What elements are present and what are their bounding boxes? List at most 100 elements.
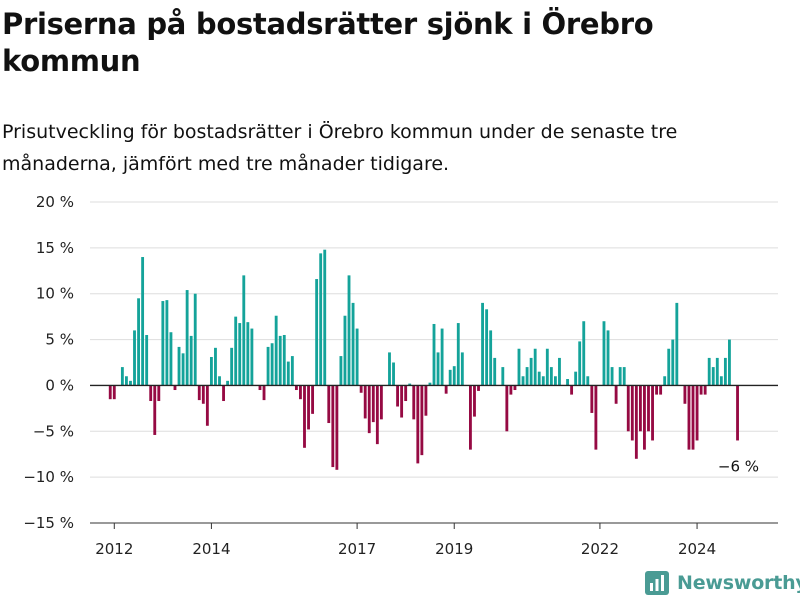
x-tick-label: 2014 [192, 540, 230, 558]
bar [282, 334, 286, 386]
bar [153, 385, 157, 435]
bar [618, 367, 622, 386]
bar [501, 367, 505, 386]
bar [234, 316, 238, 386]
bar [728, 339, 731, 386]
bar [638, 385, 642, 432]
bar [315, 279, 319, 386]
bar [250, 328, 254, 386]
bar [574, 371, 578, 386]
bar [343, 315, 347, 386]
bar [173, 385, 177, 391]
bar [242, 275, 246, 386]
bar [193, 293, 197, 386]
y-tick-label: 20 % [36, 193, 74, 211]
bar [736, 385, 739, 441]
bar [683, 385, 687, 404]
y-tick-label: 10 % [36, 285, 74, 303]
bar [541, 376, 545, 386]
bar [262, 385, 266, 401]
bar [473, 385, 476, 417]
bar [416, 385, 420, 464]
bar [299, 385, 302, 400]
bar [505, 385, 509, 432]
bar [286, 361, 290, 386]
bar [566, 379, 569, 386]
bar [428, 382, 432, 386]
bar [120, 367, 124, 386]
bar [270, 343, 274, 386]
bar [303, 385, 306, 448]
bar [400, 385, 404, 418]
bar [238, 323, 242, 386]
bar [610, 367, 614, 386]
bar [489, 330, 493, 386]
bar [634, 385, 638, 459]
bar [161, 301, 165, 386]
bar [424, 385, 428, 416]
bar [375, 385, 379, 445]
y-tick-label: −10 % [23, 468, 74, 486]
bar [185, 290, 189, 386]
chart-title: Priserna på bostadsrätter sjönk i Örebro… [2, 7, 654, 78]
bar [586, 376, 590, 386]
bar [545, 348, 549, 386]
bar [493, 357, 497, 386]
bar [456, 323, 460, 386]
bar [396, 385, 399, 407]
bar [331, 385, 335, 468]
bar [606, 330, 610, 386]
bar [230, 347, 234, 386]
bar [339, 356, 343, 386]
bar [590, 385, 594, 413]
bar [420, 385, 424, 456]
bar [643, 385, 646, 450]
bar [189, 335, 193, 386]
bar [408, 383, 412, 386]
bar [149, 385, 153, 402]
bar [481, 302, 484, 386]
bar [177, 346, 181, 386]
bar [651, 385, 654, 441]
bar [266, 346, 270, 386]
bar [582, 321, 586, 386]
bar [290, 356, 294, 386]
bar [444, 385, 448, 394]
bar [363, 385, 367, 419]
x-tick-label: 2019 [435, 540, 473, 558]
bar [440, 328, 444, 386]
y-axis-tick-labels: −15 % −10 % −5 % 0 % 5 % 10 % 15 % 20 % [23, 193, 74, 532]
bar [218, 376, 221, 386]
x-tick-label: 2017 [338, 540, 376, 558]
bar [663, 376, 667, 386]
bar [695, 385, 699, 441]
bar [517, 348, 521, 386]
y-tick-label: 5 % [45, 331, 74, 349]
bar [525, 367, 529, 386]
bar [655, 385, 659, 395]
bar [469, 385, 472, 450]
end-value-label: −6 % [718, 458, 759, 476]
bar [181, 353, 185, 386]
bar [436, 352, 440, 386]
bar [359, 385, 363, 393]
bar [675, 302, 679, 386]
x-tick-label: 2022 [581, 540, 619, 558]
bar [558, 357, 561, 386]
x-tick-label: 2012 [95, 540, 133, 558]
bar [226, 380, 230, 386]
bar [626, 385, 630, 432]
bar [367, 385, 371, 434]
bar [715, 357, 719, 386]
bar [533, 348, 537, 386]
bar [578, 341, 582, 386]
bar [137, 298, 140, 386]
bar [719, 376, 723, 386]
bar [355, 328, 359, 386]
bar [659, 385, 663, 395]
bar [647, 385, 650, 432]
bar [622, 367, 626, 386]
bar [703, 385, 707, 395]
bar [197, 385, 201, 401]
